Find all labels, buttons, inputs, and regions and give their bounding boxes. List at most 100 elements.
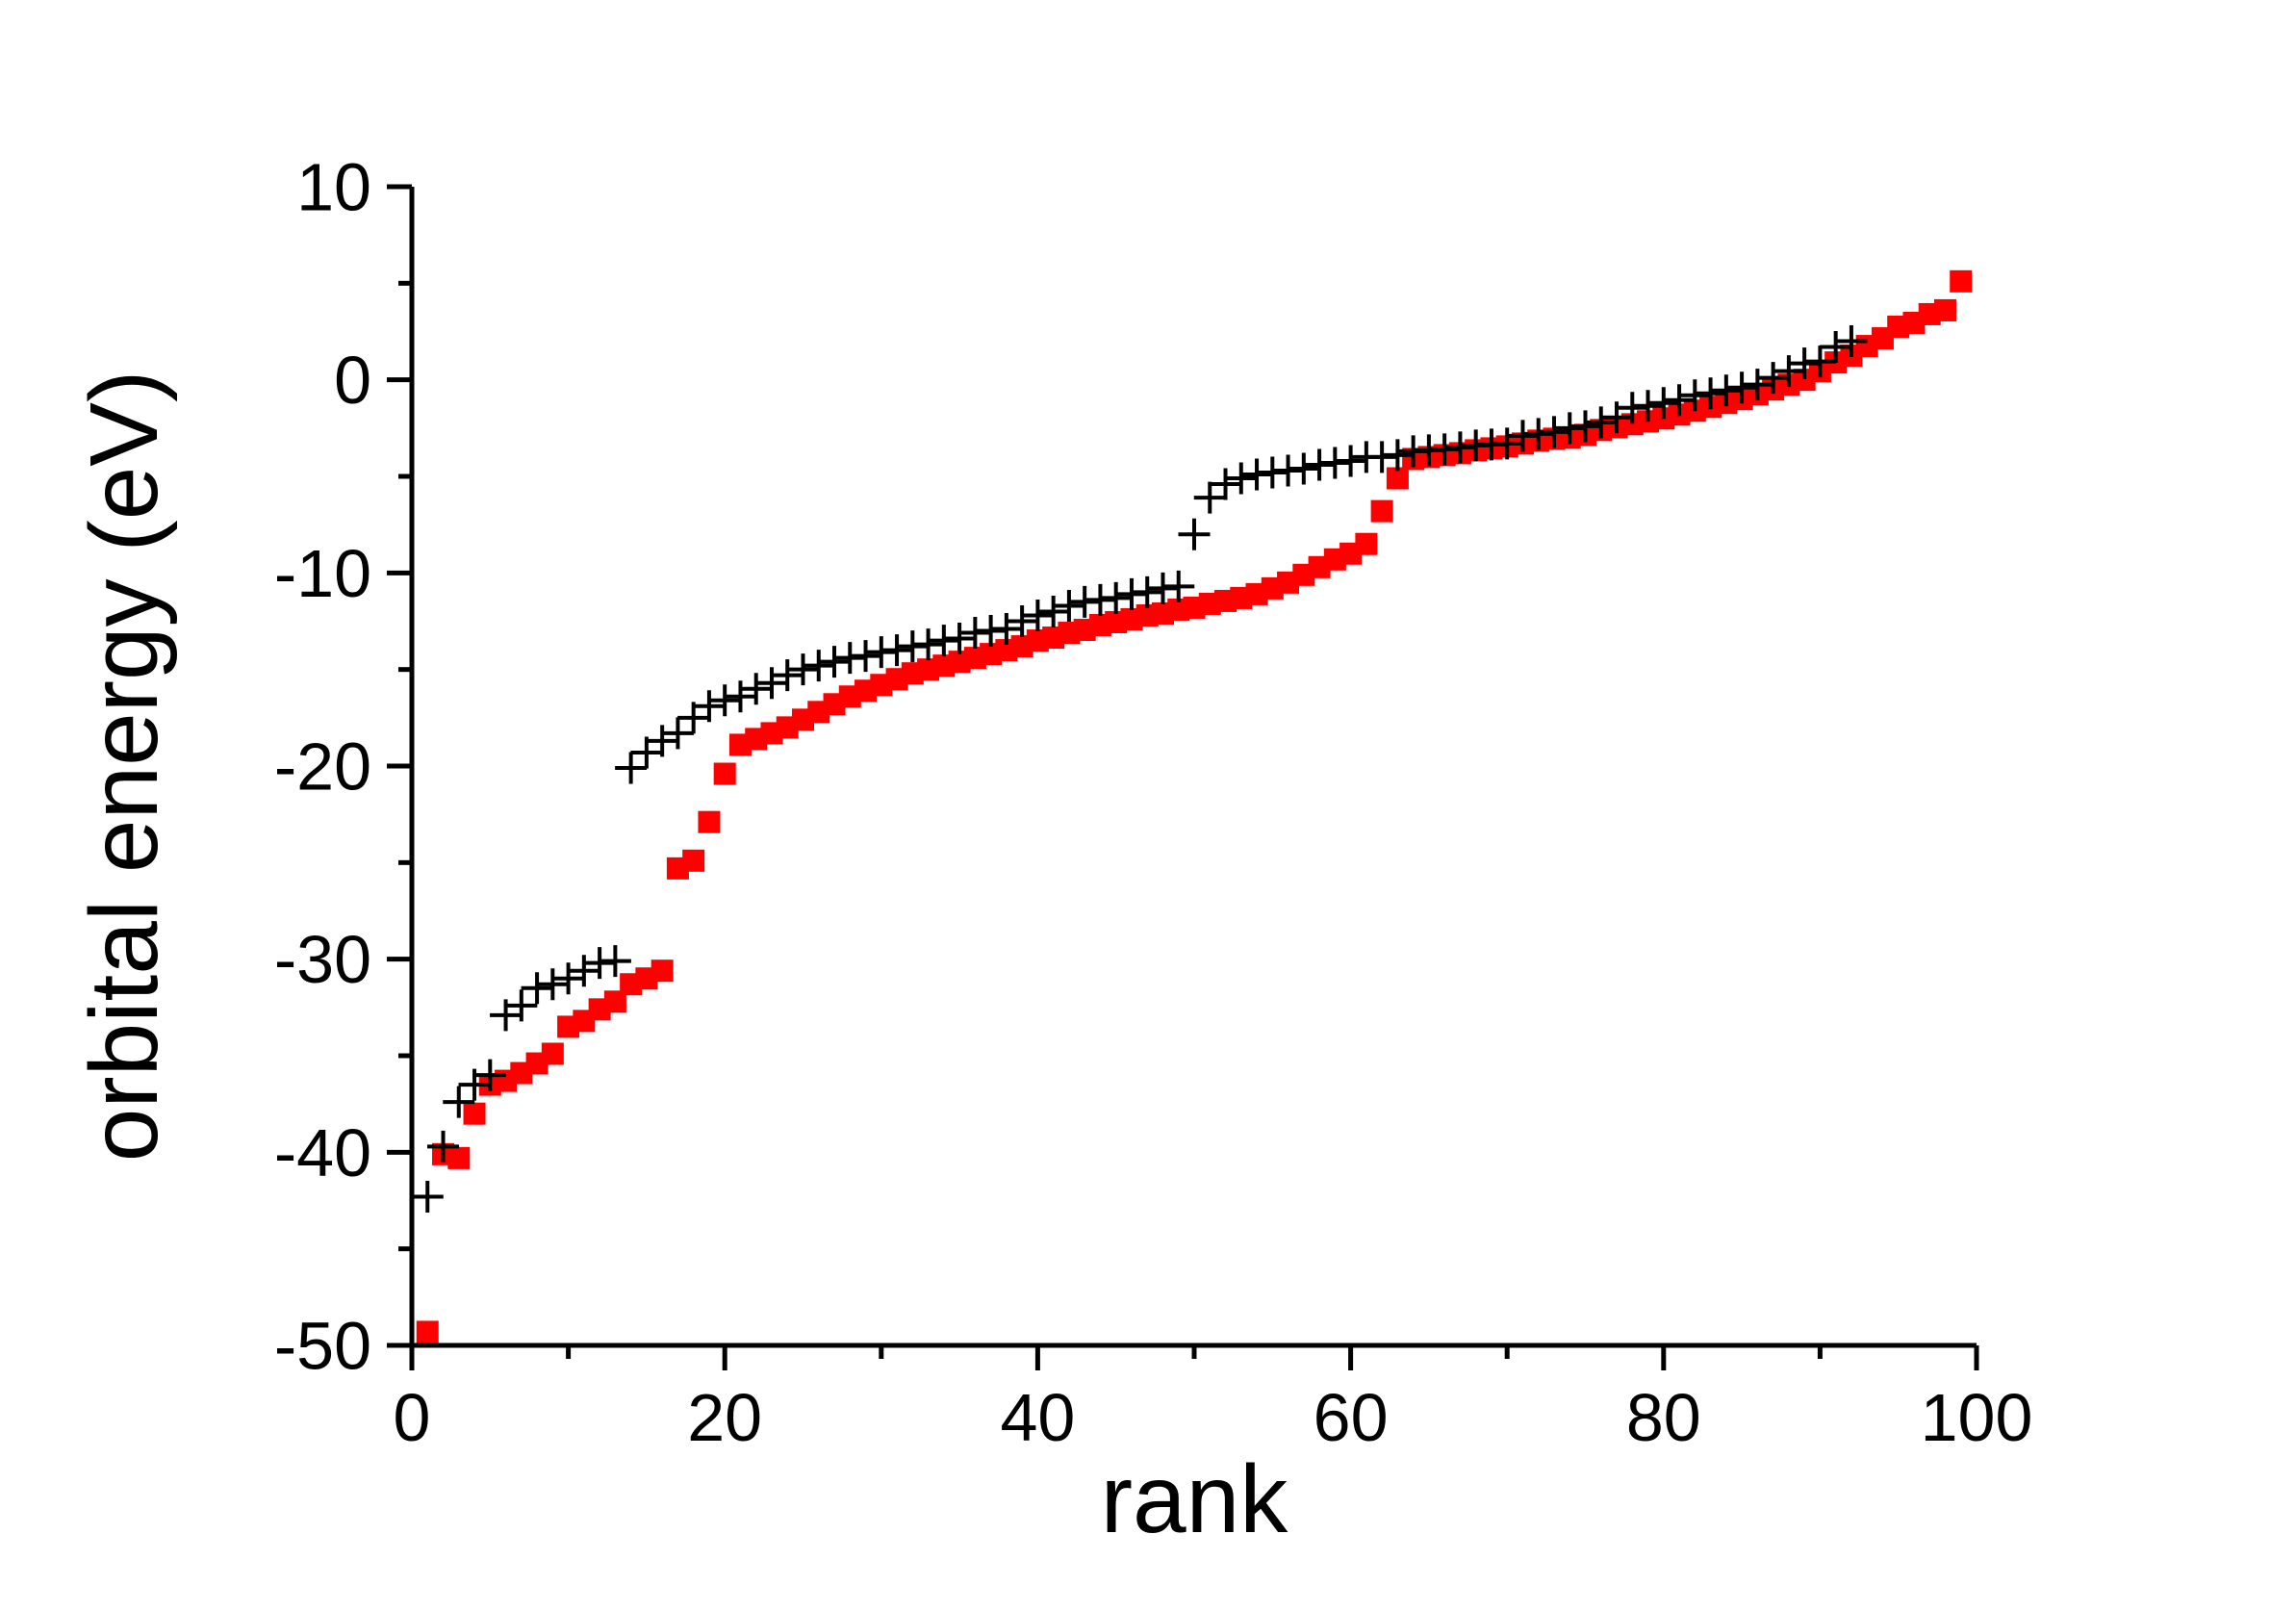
square-marker [1370, 499, 1393, 523]
plus-marker [1678, 379, 1711, 412]
square-marker [698, 810, 721, 833]
plus-marker [1193, 481, 1226, 514]
plus-marker [521, 972, 553, 1005]
series-black-plusses [411, 325, 1868, 1213]
plus-marker [1178, 518, 1211, 550]
plus-marker [1741, 369, 1773, 401]
data-series [411, 269, 1973, 1343]
plus-marker [1585, 406, 1618, 439]
square-marker [463, 1102, 486, 1125]
x-tick-label: 0 [394, 1380, 431, 1455]
plus-marker [912, 628, 945, 661]
plus-marker [1303, 448, 1336, 481]
square-marker [1933, 298, 1956, 321]
plus-marker [1773, 355, 1805, 388]
plus-marker [803, 650, 835, 682]
plus-marker [724, 680, 756, 713]
plus-marker [1803, 345, 1836, 378]
plus-marker [1084, 583, 1116, 616]
square-marker [651, 959, 674, 983]
plus-marker [1522, 418, 1555, 450]
y-tick-label: 0 [334, 343, 371, 418]
plus-marker [755, 667, 788, 700]
y-tick-label: 10 [296, 150, 371, 225]
plus-marker [1616, 392, 1648, 424]
plus-marker [1538, 416, 1570, 448]
plus-marker [1788, 347, 1821, 380]
square-marker [541, 1042, 564, 1065]
plus-marker [975, 615, 1008, 648]
plus-marker [568, 955, 600, 987]
plus-marker [833, 642, 866, 675]
plus-marker [1021, 599, 1054, 631]
plus-marker [1037, 595, 1070, 627]
plus-marker [1506, 420, 1539, 452]
plus-marker [615, 752, 648, 784]
square-marker [447, 1146, 471, 1169]
y-tick-label: -50 [274, 1309, 371, 1384]
x-tick-label: 100 [1921, 1380, 2033, 1455]
plus-marker [1820, 331, 1852, 364]
axes [387, 184, 1979, 1370]
plus-marker [818, 646, 851, 678]
plus-marker [958, 617, 991, 650]
plus-marker [1710, 374, 1743, 407]
square-marker [713, 762, 736, 785]
y-tick-label: -10 [274, 536, 371, 611]
plus-marker [1210, 468, 1242, 500]
plus-marker [1162, 570, 1195, 602]
plus-marker [1053, 589, 1085, 622]
plus-marker [443, 1086, 475, 1118]
plus-marker [1100, 581, 1133, 614]
plus-marker [1115, 577, 1148, 610]
square-marker [416, 1320, 439, 1343]
plus-marker [1365, 441, 1398, 473]
plus-marker [505, 989, 538, 1022]
plus-marker [1318, 447, 1351, 479]
x-tick-label: 80 [1626, 1380, 1701, 1455]
square-marker [1355, 532, 1378, 555]
x-tick-label: 40 [1000, 1380, 1075, 1455]
plus-marker [693, 690, 726, 723]
plus-marker [787, 653, 819, 686]
y-tick-label: -40 [274, 1115, 371, 1190]
plus-marker [880, 634, 913, 667]
plus-marker [473, 1059, 506, 1091]
plus-marker [1553, 412, 1586, 445]
plus-marker [583, 947, 616, 980]
plus-marker [599, 945, 631, 978]
plus-marker [1146, 572, 1179, 604]
plus-marker [865, 636, 898, 669]
x-tick-label: 60 [1314, 1380, 1389, 1455]
plus-marker [1225, 462, 1258, 495]
plus-marker [850, 640, 882, 673]
plus-marker [1491, 427, 1523, 460]
plus-marker [1757, 362, 1790, 395]
plus-marker [771, 659, 804, 692]
plus-marker [1240, 458, 1273, 491]
plus-marker [1006, 605, 1038, 637]
plus-marker [928, 625, 960, 657]
plus-marker [1725, 371, 1758, 404]
plus-marker [1256, 456, 1288, 489]
plus-marker [536, 968, 569, 1001]
plus-marker [1663, 384, 1696, 417]
y-tick-label: -30 [274, 922, 371, 997]
plus-marker [1695, 377, 1727, 410]
plus-marker [1647, 387, 1680, 420]
plus-marker [740, 673, 773, 705]
square-marker [1950, 269, 1973, 293]
plus-marker [1835, 325, 1868, 358]
plus-marker [646, 725, 678, 757]
x-axis-title: rank [1101, 1445, 1289, 1553]
plus-marker [896, 630, 929, 663]
tick-labels: 100-10-20-30-40-500 20 40 60 80 100 [274, 150, 2033, 1456]
plus-marker [411, 1180, 444, 1213]
square-marker [682, 849, 705, 872]
x-tick-label: 20 [687, 1380, 762, 1455]
plus-marker [427, 1130, 460, 1163]
plus-marker [1288, 452, 1320, 485]
plus-marker [1272, 454, 1305, 487]
plus-marker [1068, 585, 1101, 618]
